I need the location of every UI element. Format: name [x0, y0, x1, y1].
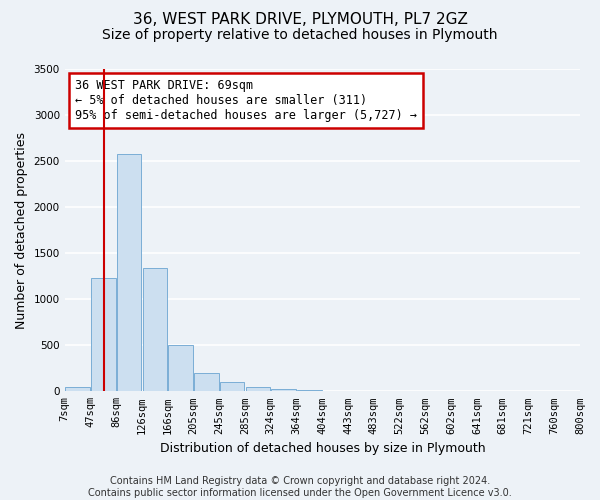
- Bar: [271, 388, 296, 392]
- Bar: [169, 346, 193, 392]
- Text: 36, WEST PARK DRIVE, PLYMOUTH, PL7 2GZ: 36, WEST PARK DRIVE, PLYMOUTH, PL7 2GZ: [133, 12, 467, 28]
- Bar: [91, 278, 116, 392]
- Bar: [194, 373, 218, 392]
- Bar: [220, 382, 244, 392]
- Text: Contains HM Land Registry data © Crown copyright and database right 2024.
Contai: Contains HM Land Registry data © Crown c…: [88, 476, 512, 498]
- Bar: [117, 154, 142, 392]
- Bar: [143, 268, 167, 392]
- Y-axis label: Number of detached properties: Number of detached properties: [15, 132, 28, 328]
- Bar: [65, 386, 90, 392]
- Text: Size of property relative to detached houses in Plymouth: Size of property relative to detached ho…: [102, 28, 498, 42]
- X-axis label: Distribution of detached houses by size in Plymouth: Distribution of detached houses by size …: [160, 442, 485, 455]
- Text: 36 WEST PARK DRIVE: 69sqm
← 5% of detached houses are smaller (311)
95% of semi-: 36 WEST PARK DRIVE: 69sqm ← 5% of detach…: [75, 78, 417, 122]
- Bar: [245, 386, 270, 392]
- Bar: [297, 390, 322, 392]
